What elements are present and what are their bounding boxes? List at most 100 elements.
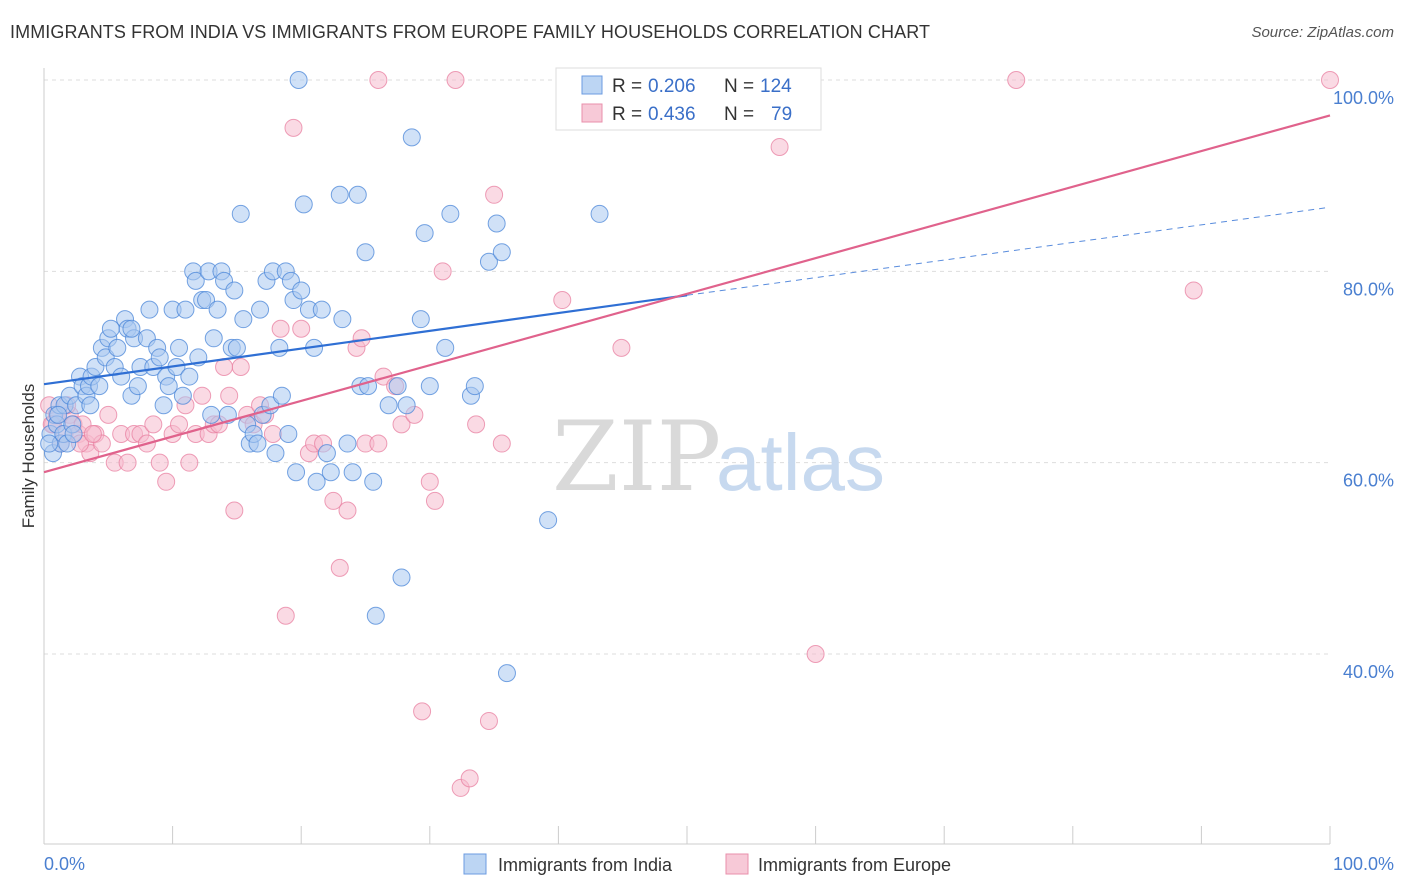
- europe-point: [284, 118, 303, 137]
- europe-point: [369, 71, 388, 89]
- europe-point: [612, 338, 631, 357]
- india-point: [64, 424, 83, 443]
- india-point: [402, 128, 421, 147]
- europe-trend-line: [43, 114, 1331, 474]
- x-tick-label-max: 100.0%: [1333, 854, 1394, 874]
- europe-point: [150, 453, 169, 472]
- stats-box: R = 0.206 N = 124 R = 0.436 N = 79: [555, 67, 822, 131]
- india-point: [343, 463, 362, 482]
- europe-point: [1007, 71, 1026, 89]
- india-point: [397, 396, 416, 415]
- europe-point: [770, 137, 789, 156]
- india-point: [590, 204, 609, 223]
- india-point: [173, 386, 192, 405]
- europe-point: [180, 453, 199, 472]
- india-point: [154, 396, 173, 415]
- y-tick-label: 100.0%: [1333, 88, 1394, 108]
- europe-point: [118, 453, 137, 472]
- india-point: [40, 434, 59, 453]
- europe-point: [231, 358, 250, 376]
- india-point: [272, 386, 291, 405]
- india-point: [436, 338, 455, 357]
- europe-point: [1321, 71, 1339, 89]
- stats-europe-r-value: 0.436: [648, 104, 696, 125]
- india-trend-line: [43, 294, 688, 386]
- europe-point: [99, 405, 118, 424]
- europe-point: [433, 262, 452, 281]
- europe-point: [467, 415, 486, 434]
- europe-point: [806, 645, 825, 663]
- europe-point: [479, 711, 498, 730]
- india-point: [234, 310, 253, 329]
- india-point: [251, 300, 270, 319]
- europe-point: [324, 491, 343, 510]
- europe-point: [193, 386, 212, 405]
- india-point: [415, 224, 434, 243]
- india-point: [388, 377, 407, 396]
- india-point: [379, 396, 398, 415]
- y-axis-title: Family Households: [19, 384, 38, 529]
- india-point: [248, 434, 267, 453]
- india-point: [465, 377, 484, 396]
- europe-point: [369, 434, 388, 453]
- europe-point: [485, 185, 504, 204]
- india-point: [333, 310, 352, 329]
- stats-europe-swatch: [581, 103, 603, 123]
- india-point: [159, 377, 178, 396]
- europe-point: [352, 329, 371, 348]
- india-point: [356, 243, 375, 262]
- europe-point: [271, 319, 290, 338]
- stats-europe-n-label: N =: [724, 104, 754, 125]
- europe-point: [446, 71, 465, 89]
- india-point: [108, 338, 127, 357]
- trend-lines: [43, 114, 1331, 474]
- europe-point: [144, 415, 163, 434]
- india-point: [487, 214, 506, 233]
- europe-point: [292, 319, 311, 338]
- india-point: [497, 664, 516, 683]
- india-point: [287, 463, 306, 482]
- europe-point: [263, 424, 282, 443]
- india-point: [197, 291, 216, 310]
- india-point: [49, 405, 68, 424]
- india-point: [170, 338, 189, 357]
- india-point: [348, 185, 367, 204]
- india-point: [150, 348, 169, 367]
- legend-europe-label: Immigrants from Europe: [758, 855, 951, 875]
- india-point: [312, 300, 331, 319]
- europe-point: [460, 769, 479, 788]
- europe-point: [425, 491, 444, 510]
- europe-point: [157, 472, 176, 491]
- india-point: [81, 396, 100, 415]
- india-point: [202, 405, 221, 424]
- india-point: [338, 434, 357, 453]
- india-point: [266, 444, 285, 463]
- india-point: [140, 300, 159, 319]
- europe-point: [338, 501, 357, 520]
- stats-india-n-value: 124: [760, 76, 792, 97]
- europe-point: [276, 606, 295, 625]
- y-tick-labels: 40.0% 60.0% 80.0% 100.0%: [1333, 88, 1394, 682]
- india-point: [176, 300, 195, 319]
- source-label: Source: ZipAtlas.com: [1251, 24, 1394, 41]
- chart-title: IMMIGRANTS FROM INDIA VS IMMIGRANTS FROM…: [10, 22, 931, 42]
- watermark-zip: ZIP: [552, 401, 721, 513]
- europe-point: [420, 472, 439, 491]
- india-point: [227, 338, 246, 357]
- india-point: [90, 377, 109, 396]
- y-tick-label: 40.0%: [1343, 662, 1394, 682]
- europe-point: [492, 434, 511, 453]
- india-trend-extension: [686, 206, 1331, 296]
- india-point: [180, 367, 199, 386]
- legend-india-label: Immigrants from India: [498, 855, 673, 875]
- europe-point: [392, 415, 411, 434]
- stats-europe-r-label: R =: [612, 104, 642, 125]
- india-point: [204, 329, 223, 348]
- india-point: [270, 338, 289, 357]
- india-point: [492, 243, 511, 262]
- india-point: [292, 281, 311, 300]
- india-point: [366, 606, 385, 625]
- india-point: [330, 185, 349, 204]
- india-point: [317, 444, 336, 463]
